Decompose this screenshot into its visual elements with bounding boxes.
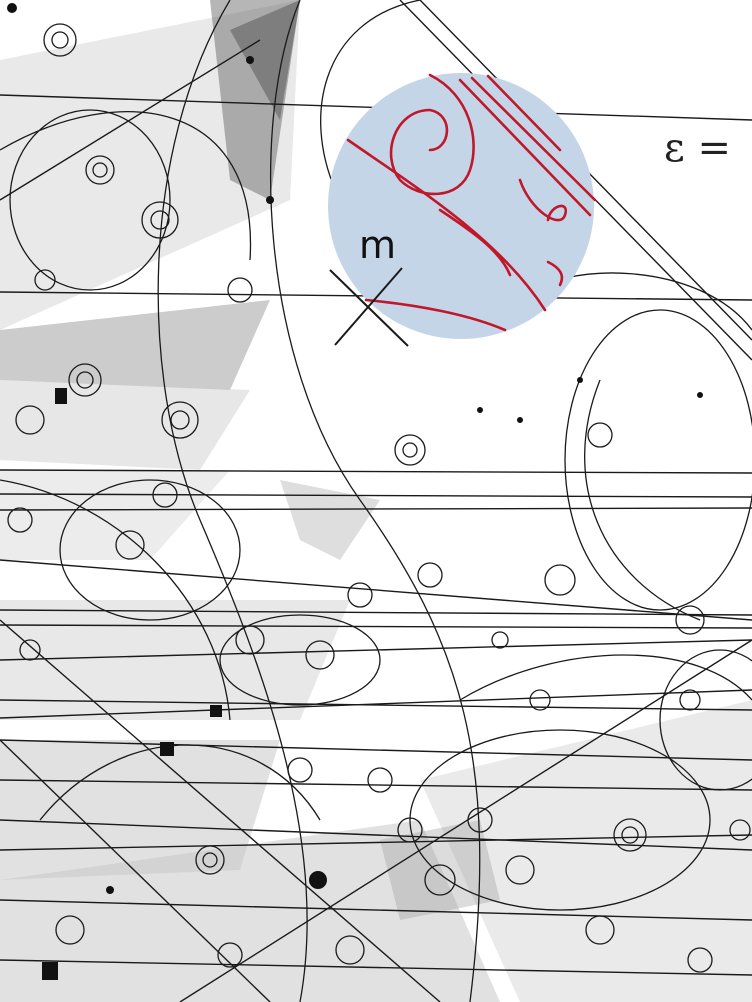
mass-label: m (359, 223, 397, 267)
spiral-tracks (7, 23, 751, 973)
traced-tracks (346, 73, 597, 332)
highlight-region (328, 73, 597, 339)
x-mark-icon (329, 267, 409, 347)
dark-specks (7, 3, 703, 980)
highlight-disc (328, 73, 594, 339)
formula-fragment: ε = (664, 125, 731, 171)
